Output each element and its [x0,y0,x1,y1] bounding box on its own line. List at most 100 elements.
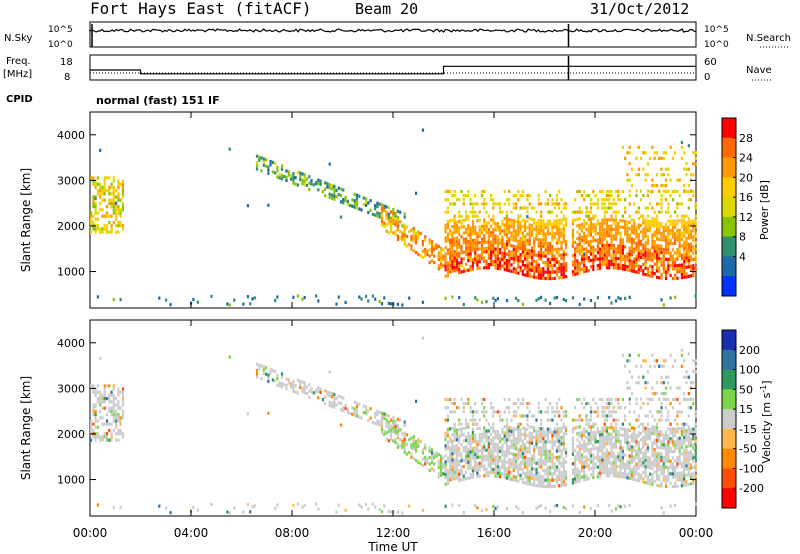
power-cell [685,246,688,250]
power-cell [490,218,493,222]
velocity-cell [380,427,384,432]
power-cell [687,242,690,247]
velocity-cell [583,449,586,453]
power-cell [94,208,97,212]
power-cell [608,189,611,194]
power-cell [453,194,456,198]
power-cell [669,241,672,246]
velocity-cell [614,397,618,402]
velocity-cell [480,464,484,468]
velocity-cell [555,468,559,472]
velocity-cell [317,507,320,511]
velocity-cell [492,452,495,456]
power-cell [692,267,695,271]
power-cell [562,275,565,279]
velocity-cell [599,436,602,440]
power-cell [294,182,297,186]
velocity-cell [685,473,688,477]
velocity-cell [692,453,695,457]
power-cell [576,268,579,273]
power-cell [555,251,559,255]
power-cell [471,261,474,265]
velocity-cell [649,472,652,476]
power-cell [589,242,593,247]
velocity-cell [658,410,661,414]
power-cell [637,216,640,221]
velocity-cell [685,483,688,487]
velocity-cell [601,410,604,414]
velocity-cell [467,476,470,480]
velocity-cell [496,465,499,469]
power-cell [455,239,459,243]
power-cell [526,254,529,259]
velocity-cell [635,462,638,466]
power-cell [519,246,522,250]
power-cell [283,174,286,179]
power-cell [487,266,490,270]
power-cell [689,220,693,224]
velocity-cell [533,451,536,455]
power-cell [617,244,620,248]
power-cell [528,239,531,243]
velocity-cell [485,467,488,471]
velocity-cell [674,459,677,463]
velocity-cell [533,461,536,465]
velocity-cell [555,503,559,508]
power-cell [103,185,106,189]
velocity-cell [694,462,697,466]
velocity-cell [655,426,659,430]
velocity-cell [371,420,374,424]
velocity-cell [571,452,574,456]
power-cell [478,241,481,245]
power-cell [685,173,688,177]
velocity-cell [508,429,511,433]
velocity-cell [508,473,511,478]
velocity-cell [651,428,654,432]
velocity-cell [105,438,109,442]
power-cell [474,194,477,198]
velocity-cell [624,472,627,476]
velocity-cell [651,482,654,486]
power-cell [676,248,679,252]
velocity-cell [494,464,497,469]
power-cell [687,167,690,171]
velocity-cell [471,446,474,451]
velocity-cell [642,480,645,484]
velocity-cell [655,455,659,459]
velocity-cell [535,471,538,475]
velocity-cell [644,430,647,434]
power-cell [492,214,495,218]
power-cell [537,276,540,280]
power-cell [455,262,459,266]
power-cell [635,245,638,249]
velocity-cell [660,481,663,485]
velocity-cell [92,403,95,407]
velocity-cell [560,436,563,440]
power-cell [396,302,399,306]
power-cell [683,272,686,276]
velocity-cell [515,459,518,463]
power-cell [589,230,593,234]
velocity-cell [614,458,618,462]
power-cell [608,198,611,202]
velocity-cell [551,484,554,489]
power-cell [562,240,565,244]
colorbar-tick-label: 12 [739,211,753,224]
velocity-cell [517,428,520,432]
power-cell [683,224,686,228]
power-cell [630,259,634,263]
velocity-cell [535,445,538,449]
power-cell [610,202,613,206]
velocity-cell [560,464,563,468]
power-cell [692,162,695,166]
power-cell [667,235,670,239]
power-cell [628,255,631,260]
power-cell [658,276,661,280]
velocity-cell [649,410,652,414]
power-cell [637,264,640,268]
power-cell [355,196,359,201]
power-cell [551,257,554,261]
power-cell [612,198,615,202]
velocity-cell [455,447,459,451]
velocity-cell [646,478,649,482]
